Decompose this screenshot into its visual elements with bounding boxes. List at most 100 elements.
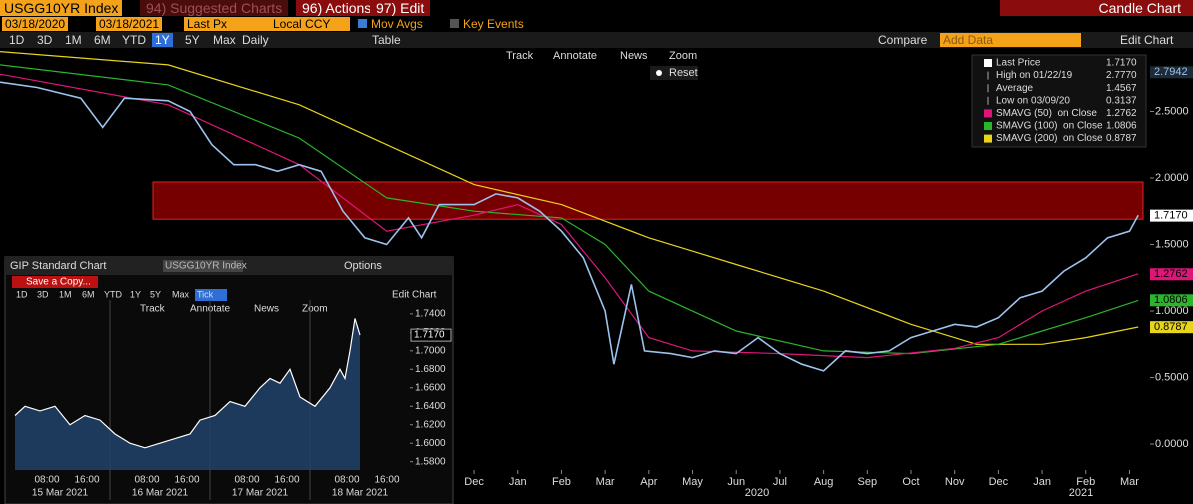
time-label: 16:00	[274, 475, 299, 486]
frequency[interactable]: Daily	[242, 33, 269, 47]
last-tag	[1150, 294, 1193, 307]
currency[interactable]: Local CCY	[270, 17, 350, 31]
legend-swatch	[984, 122, 992, 130]
y-tick-label: 2.5000	[1155, 105, 1189, 117]
period-button[interactable]: 5Y	[185, 33, 200, 47]
time-label: 08:00	[334, 475, 359, 486]
x-tick-label: Jan	[509, 476, 527, 488]
save-button-bg	[12, 276, 98, 288]
menu[interactable]: 96) Actions	[296, 0, 378, 16]
year-label: 2020	[745, 487, 769, 499]
legend-value: 0.8787	[1106, 133, 1137, 144]
y-tick-label: 1.0000	[1155, 305, 1189, 317]
end-date[interactable]: 03/18/2021	[96, 17, 163, 31]
inset-options[interactable]: Options	[344, 260, 382, 272]
period-button[interactable]: 1D	[9, 33, 25, 47]
period-button[interactable]: YTD	[122, 33, 146, 47]
x-tick-label: Feb	[1076, 476, 1095, 488]
y-tick-label: 1.6800	[415, 364, 446, 375]
tool-button[interactable]: Zoom	[669, 50, 697, 62]
x-tick-label: Feb	[552, 476, 571, 488]
key-events-label: Key Events	[463, 17, 524, 31]
legend-value: 0.3137	[1106, 95, 1137, 106]
key-events[interactable]: Key Events	[450, 17, 524, 31]
inset-title: GIP Standard Chart	[10, 260, 106, 272]
time-label: 16:00	[174, 475, 199, 486]
x-tick-label: Dec	[464, 476, 484, 488]
y-tick-label: 1.6400	[415, 401, 446, 412]
legend-label: Average	[996, 83, 1034, 94]
tool-button[interactable]: Track	[506, 50, 534, 62]
value-tag-label: 2.7942	[1154, 66, 1188, 78]
legend-label: SMAVG (100) on Close	[996, 121, 1103, 132]
inset-tool[interactable]: Track	[140, 304, 166, 315]
inset-period[interactable]: 3D	[37, 289, 49, 299]
x-tick-label: Sep	[858, 476, 878, 488]
tool-button[interactable]: News	[620, 50, 648, 62]
inset-period[interactable]: Tick	[197, 289, 214, 299]
inset-period[interactable]: YTD	[104, 289, 123, 299]
period-button[interactable]: 1Y	[152, 33, 173, 47]
edit-chart[interactable]: Edit Chart	[1120, 33, 1174, 47]
series-line	[0, 64, 1139, 355]
inset-period[interactable]: 6M	[82, 289, 95, 299]
inset-period[interactable]: 1D	[16, 289, 28, 299]
ticker[interactable]: USGG10YR Index	[0, 0, 123, 16]
reset-button[interactable]: Reset	[669, 67, 698, 79]
inset-line	[14, 318, 361, 449]
inset-period[interactable]: 1Y	[130, 289, 141, 299]
inset-tool[interactable]: Zoom	[302, 304, 328, 315]
x-tick-label: Aug	[814, 476, 834, 488]
last-tag	[410, 328, 452, 342]
x-tick-label: Dec	[989, 476, 1009, 488]
y-tick-label: 0.0000	[1155, 438, 1189, 450]
period-button[interactable]: 6M	[94, 33, 111, 47]
menu[interactable]: 97) Edit	[370, 0, 431, 16]
compare[interactable]: Compare	[878, 33, 928, 47]
inset-ticker-bg	[163, 260, 243, 272]
menu[interactable]: 94) Suggested Charts	[140, 0, 289, 16]
tool-button[interactable]: Annotate	[553, 50, 597, 62]
last-tag	[1150, 321, 1193, 334]
legend-label: SMAVG (200) on Close	[996, 133, 1103, 144]
start-date[interactable]: 03/18/2020	[2, 17, 69, 31]
legend-value: 2.7770	[1106, 70, 1137, 81]
y-tick-label: 1.6200	[415, 419, 446, 430]
save-button[interactable]: Save a Copy...	[26, 277, 91, 288]
x-tick-label: Oct	[902, 476, 919, 488]
time-label: 08:00	[34, 475, 59, 486]
inset-period[interactable]: 1M	[59, 289, 72, 299]
last-tag-label: 1.2762	[1154, 268, 1188, 280]
period-button[interactable]: 3D	[37, 33, 53, 47]
field[interactable]: Last Px	[184, 17, 270, 31]
mov-avgs-label: Mov Avgs	[371, 17, 423, 31]
inset-tool[interactable]: News	[254, 304, 279, 315]
table[interactable]: Table	[372, 33, 401, 47]
series-line	[0, 73, 1139, 359]
series-line	[0, 81, 1139, 372]
add-data[interactable]: Add Data	[940, 33, 1081, 47]
last-tag	[1150, 209, 1193, 222]
x-tick-label: Mar	[596, 476, 615, 488]
last-tag	[1150, 268, 1193, 281]
legend-value: 1.0806	[1106, 121, 1137, 132]
inset-edit-chart[interactable]: Edit Chart	[392, 290, 437, 301]
inset-period[interactable]: 5Y	[150, 289, 161, 299]
legend-swatch	[984, 109, 992, 118]
inset-area	[15, 318, 360, 470]
period-button[interactable]: 1M	[65, 33, 82, 47]
period-button[interactable]: Max	[213, 33, 236, 47]
inset-ticker: USGG10YR Index	[165, 261, 247, 272]
mov-avgs[interactable]: Mov Avgs	[358, 17, 423, 31]
inset-period[interactable]: Max	[172, 289, 190, 299]
day-label: 18 Mar 2021	[332, 488, 389, 499]
period-bar: Daily Table Compare Add Data Edit Chart …	[0, 32, 1193, 48]
legend-label: Low on 03/09/20	[996, 95, 1070, 106]
x-tick-label: Jul	[773, 476, 787, 488]
x-tick-label: May	[682, 476, 703, 488]
y-tick-label: 1.5800	[415, 456, 446, 467]
day-label: 16 Mar 2021	[132, 488, 189, 499]
day-label: 15 Mar 2021	[32, 488, 89, 499]
